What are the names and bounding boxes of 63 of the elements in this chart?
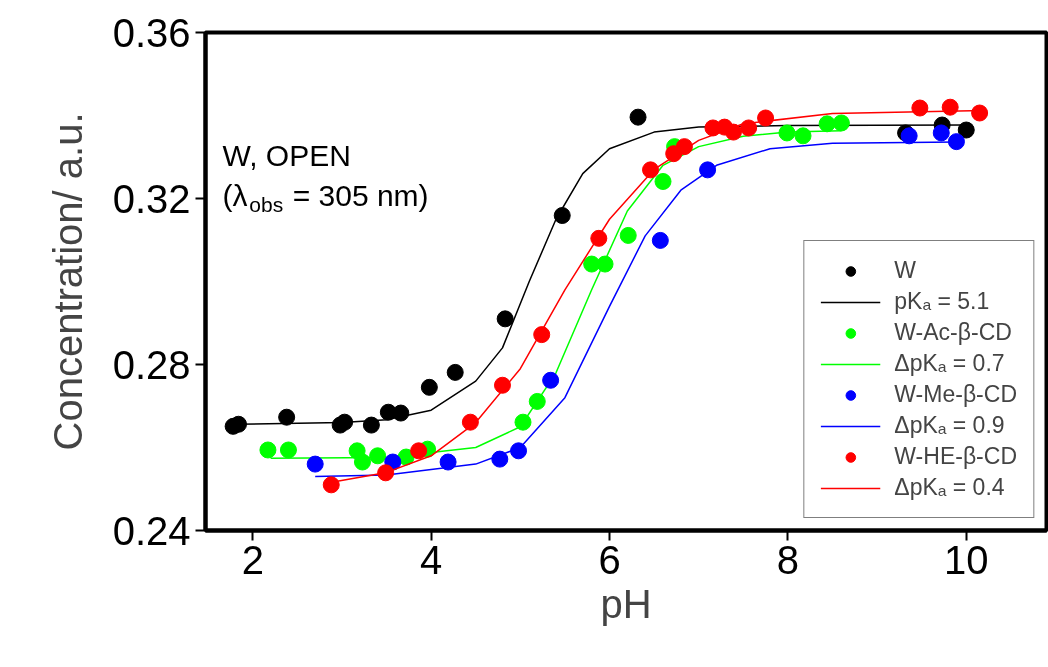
point — [629, 108, 647, 126]
point — [699, 161, 717, 179]
point — [947, 133, 965, 151]
point — [941, 98, 959, 116]
legend-label: ΔpKₐ = 0.4 — [894, 474, 1005, 501]
legend-label: W-Ac-β-CD — [894, 319, 1012, 346]
legend-label: W — [894, 257, 917, 284]
y-tick-label: 0.32 — [112, 176, 191, 221]
point — [322, 476, 340, 494]
point — [306, 455, 324, 473]
point — [533, 326, 551, 344]
point — [496, 310, 514, 328]
point — [654, 173, 672, 190]
legend-label: ΔpKₐ = 0.7 — [894, 350, 1005, 377]
x-tick-label: 2 — [241, 537, 264, 582]
point — [553, 207, 571, 224]
point — [596, 255, 614, 273]
legend-label: ΔpKₐ = 0.9 — [894, 412, 1005, 439]
point — [757, 109, 775, 127]
point — [514, 413, 532, 431]
point — [675, 138, 693, 156]
point — [336, 413, 354, 431]
point — [493, 376, 511, 394]
point — [528, 392, 546, 410]
x-tick-label: 4 — [420, 537, 443, 582]
point — [642, 161, 660, 179]
point — [461, 413, 479, 431]
y-tick-label: 0.36 — [112, 10, 191, 55]
point — [446, 363, 464, 381]
point — [957, 121, 975, 139]
y-axis-title: Concentration/ a.u. — [45, 112, 90, 451]
point — [619, 226, 637, 244]
point — [420, 378, 438, 396]
point — [410, 442, 428, 460]
point — [932, 124, 950, 142]
point — [832, 114, 850, 132]
point — [971, 104, 989, 122]
point — [278, 408, 296, 426]
point — [392, 404, 410, 422]
y-tick-label: 0.24 — [112, 508, 191, 553]
point — [590, 229, 608, 247]
point — [353, 453, 371, 471]
legend-label: pKₐ = 5.1 — [894, 288, 990, 315]
x-tick-label: 10 — [943, 537, 989, 582]
point — [510, 442, 528, 460]
point — [794, 127, 812, 145]
x-axis-title: pH — [600, 581, 652, 626]
point — [362, 416, 380, 434]
point — [740, 119, 758, 137]
legend-label: W-HE-β-CD — [894, 443, 1017, 470]
point — [369, 447, 387, 465]
x-tick-label: 8 — [776, 537, 799, 582]
x-tick-label: 6 — [598, 537, 621, 582]
point — [491, 450, 509, 468]
y-tick-label: 0.28 — [112, 342, 191, 387]
point — [259, 441, 277, 459]
annotation: W, OPEN — [222, 139, 351, 172]
point — [279, 441, 297, 459]
legend-label: W-Me-β-CD — [894, 381, 1017, 408]
point — [911, 99, 929, 117]
point — [651, 231, 669, 249]
point — [439, 453, 457, 471]
point — [542, 371, 560, 389]
